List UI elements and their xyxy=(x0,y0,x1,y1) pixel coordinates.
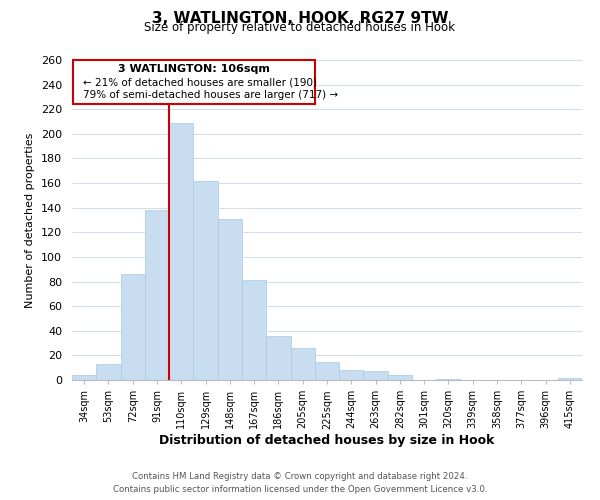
Bar xyxy=(218,219,242,380)
FancyBboxPatch shape xyxy=(73,60,315,104)
Bar xyxy=(242,280,266,380)
Bar xyxy=(121,274,145,380)
Bar xyxy=(388,375,412,380)
Bar xyxy=(364,372,388,380)
Text: ← 21% of detached houses are smaller (190): ← 21% of detached houses are smaller (19… xyxy=(83,77,317,87)
Bar xyxy=(339,370,364,380)
Y-axis label: Number of detached properties: Number of detached properties xyxy=(25,132,35,308)
Bar xyxy=(436,379,461,380)
Bar xyxy=(558,378,582,380)
Text: 3, WATLINGTON, HOOK, RG27 9TW: 3, WATLINGTON, HOOK, RG27 9TW xyxy=(152,11,448,26)
Bar xyxy=(315,362,339,380)
Bar xyxy=(145,210,169,380)
Bar xyxy=(96,364,121,380)
Bar xyxy=(72,375,96,380)
Text: 3 WATLINGTON: 106sqm: 3 WATLINGTON: 106sqm xyxy=(118,64,270,74)
Text: Size of property relative to detached houses in Hook: Size of property relative to detached ho… xyxy=(145,22,455,35)
X-axis label: Distribution of detached houses by size in Hook: Distribution of detached houses by size … xyxy=(160,434,494,447)
Bar xyxy=(266,336,290,380)
Bar xyxy=(290,348,315,380)
Text: Contains HM Land Registry data © Crown copyright and database right 2024.
Contai: Contains HM Land Registry data © Crown c… xyxy=(113,472,487,494)
Text: 79% of semi-detached houses are larger (717) →: 79% of semi-detached houses are larger (… xyxy=(83,90,338,100)
Bar xyxy=(169,123,193,380)
Bar xyxy=(193,180,218,380)
